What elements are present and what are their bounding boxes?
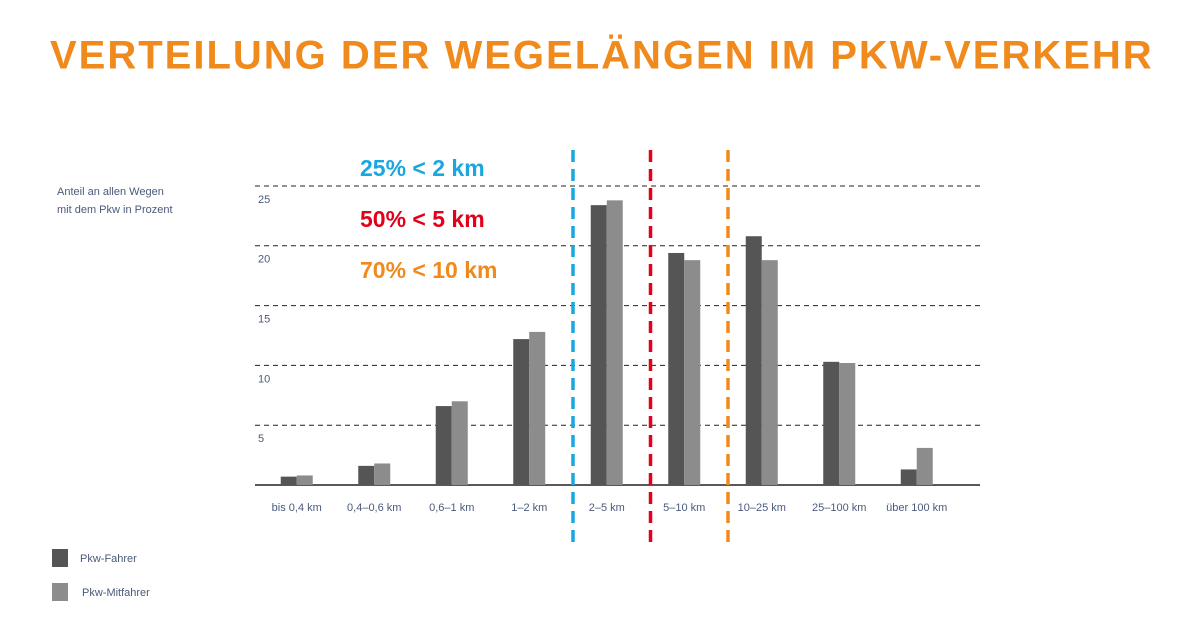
y-tick-label: 25 <box>258 194 270 206</box>
annotation: 25% < 2 km <box>360 155 485 181</box>
x-tick-label: 25–100 km <box>812 502 866 514</box>
x-tick-label: über 100 km <box>886 502 947 514</box>
x-tick-label: 10–25 km <box>738 502 786 514</box>
x-tick-label: bis 0,4 km <box>272 502 322 514</box>
bar <box>839 363 856 485</box>
bar <box>916 447 933 485</box>
bar <box>606 200 623 486</box>
legend-label: Pkw-Mitfahrer <box>82 587 150 599</box>
bar <box>590 205 607 486</box>
bar <box>684 260 701 485</box>
y-tick-label: 5 <box>258 433 264 445</box>
bar <box>745 236 762 485</box>
x-tick-label: 1–2 km <box>511 502 547 514</box>
bar <box>513 339 530 485</box>
bar <box>761 260 778 485</box>
legend-label: Pkw-Fahrer <box>80 553 137 565</box>
bar <box>529 331 546 485</box>
bar <box>900 469 917 485</box>
bar <box>296 475 313 485</box>
x-tick-label: 0,4–0,6 km <box>347 502 401 514</box>
y-tick-label: 15 <box>258 314 270 326</box>
x-tick-label: 0,6–1 km <box>429 502 474 514</box>
bar <box>823 361 840 485</box>
bar <box>374 463 391 485</box>
legend-swatch <box>52 583 68 601</box>
legend-swatch <box>52 549 68 567</box>
bar <box>668 252 685 485</box>
bar <box>435 406 452 485</box>
y-axis-label: mit dem Pkw in Prozent <box>57 204 173 216</box>
y-tick-label: 10 <box>258 373 270 385</box>
bar <box>358 465 375 485</box>
bar <box>451 401 468 485</box>
annotation: 70% < 10 km <box>360 257 497 283</box>
y-axis-label: Anteil an allen Wegen <box>57 186 164 198</box>
x-tick-label: 2–5 km <box>589 502 625 514</box>
y-tick-label: 20 <box>258 254 270 266</box>
annotation: 50% < 5 km <box>360 206 485 232</box>
chart-title: VERTEILUNG DER WEGELÄNGEN IM PKW-VERKEHR <box>50 34 1154 78</box>
x-tick-label: 5–10 km <box>663 502 705 514</box>
bar <box>280 476 297 485</box>
